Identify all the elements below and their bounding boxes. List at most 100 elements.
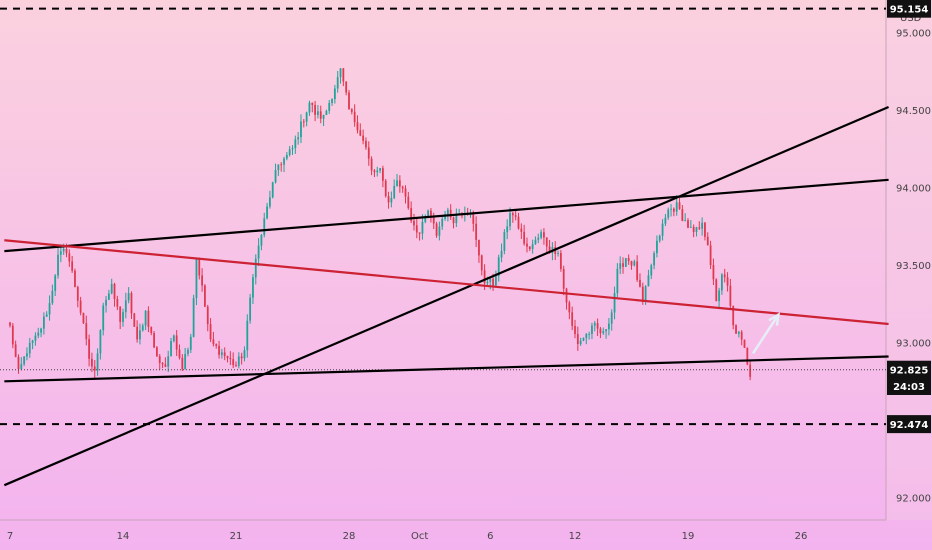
candle xyxy=(96,348,99,376)
candle-body xyxy=(17,356,20,369)
candle-body xyxy=(418,232,421,234)
candle xyxy=(672,207,675,217)
candle-body xyxy=(687,220,689,228)
candle xyxy=(478,239,480,263)
candle-body xyxy=(658,235,661,241)
candle-body xyxy=(749,364,752,377)
candle-body xyxy=(172,335,175,342)
candle xyxy=(568,300,571,320)
candle-body xyxy=(170,341,172,357)
candle xyxy=(43,312,45,335)
candle xyxy=(599,326,602,339)
candle xyxy=(684,213,687,222)
candle xyxy=(545,237,548,252)
candle-body xyxy=(107,293,110,300)
candle-body xyxy=(506,226,509,233)
candle-body xyxy=(283,158,285,165)
price-axis-panel xyxy=(886,0,932,520)
candle xyxy=(40,327,42,338)
candle xyxy=(627,254,630,265)
candle-body xyxy=(178,349,181,358)
candle xyxy=(139,323,141,345)
price-tag: 24:03 xyxy=(887,376,931,395)
candle-body xyxy=(647,275,650,287)
candle-body xyxy=(438,226,441,236)
candle xyxy=(373,169,376,178)
candle-body xyxy=(139,330,141,340)
candle xyxy=(220,348,223,359)
candle xyxy=(11,322,14,349)
candle xyxy=(172,334,175,343)
candle xyxy=(277,164,280,176)
candle xyxy=(249,293,252,324)
candle xyxy=(602,327,605,335)
candle xyxy=(192,294,195,338)
candle xyxy=(147,306,150,333)
candle xyxy=(441,215,444,230)
price-tag: 92.825 xyxy=(887,360,931,379)
candle-body xyxy=(576,334,579,345)
candle xyxy=(215,343,218,349)
candle xyxy=(51,284,54,305)
candle xyxy=(209,318,212,343)
candle xyxy=(311,102,314,113)
candle-body xyxy=(721,274,723,291)
candle xyxy=(656,235,658,258)
candle-body xyxy=(695,227,698,232)
candle-body xyxy=(599,328,602,334)
candle xyxy=(141,323,144,332)
candle-body xyxy=(237,356,240,366)
candle-body xyxy=(421,221,424,234)
candle xyxy=(285,152,288,161)
candle-body xyxy=(325,110,328,115)
candle xyxy=(156,345,158,358)
y-tick-label: 93.500 xyxy=(896,261,931,272)
candle xyxy=(537,233,540,244)
candle-body xyxy=(370,158,373,171)
candle-body xyxy=(201,275,203,286)
candle-body xyxy=(486,281,489,284)
candle xyxy=(331,98,333,106)
candle-body xyxy=(136,326,139,340)
candle xyxy=(263,212,266,238)
candle-body xyxy=(543,232,545,238)
candle-body xyxy=(93,366,96,371)
candle-body xyxy=(452,217,455,224)
black-trendline xyxy=(4,355,889,383)
candle xyxy=(54,274,57,296)
candle-body xyxy=(28,342,31,354)
candle xyxy=(415,218,418,239)
candle-body xyxy=(672,208,675,212)
candle xyxy=(608,318,610,336)
candle xyxy=(88,334,90,367)
candle-body xyxy=(526,243,528,247)
candle xyxy=(540,229,542,240)
candle-body xyxy=(141,325,144,331)
candle xyxy=(531,239,534,254)
candle xyxy=(475,216,478,248)
candle-body xyxy=(220,352,223,355)
candle-body xyxy=(48,303,51,315)
candle-body xyxy=(639,279,641,287)
candles-layer xyxy=(9,68,752,381)
candle-body xyxy=(345,81,348,93)
candle-body xyxy=(441,218,444,227)
candle xyxy=(269,190,271,209)
candle xyxy=(353,104,356,127)
candle xyxy=(254,254,257,285)
candle-body xyxy=(127,293,130,301)
candle xyxy=(565,287,568,310)
candle-body xyxy=(596,323,599,329)
candle-body xyxy=(175,335,178,350)
candle-body xyxy=(619,263,622,269)
candle-body xyxy=(653,253,655,266)
candle-body xyxy=(130,293,133,314)
candle xyxy=(678,197,681,210)
candle xyxy=(229,351,232,366)
candle xyxy=(34,332,37,346)
candle-body xyxy=(181,357,184,370)
candle xyxy=(393,179,396,200)
candle-body xyxy=(110,283,113,294)
